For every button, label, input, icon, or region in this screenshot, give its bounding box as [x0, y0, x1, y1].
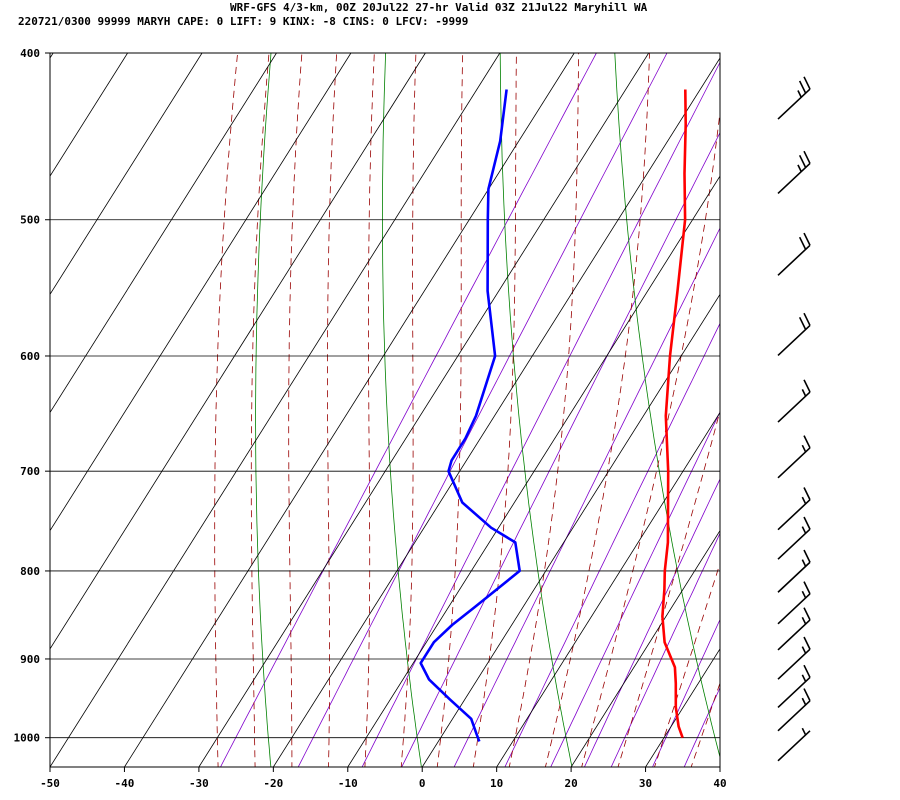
isotherm	[50, 53, 128, 177]
wind-barb	[777, 232, 811, 276]
y-tick-label: 500	[20, 214, 40, 227]
isotherm	[50, 53, 426, 650]
y-tick-label: 700	[20, 465, 40, 478]
wind-barb	[777, 549, 811, 593]
isotherm	[496, 411, 720, 767]
wind-barbs	[777, 76, 811, 762]
wind-barb	[777, 664, 811, 709]
wind-barb	[777, 727, 811, 762]
isotherm	[347, 175, 720, 767]
x-tick-label: 0	[419, 777, 426, 790]
mixing-ratio-line	[297, 53, 668, 767]
isotherm	[198, 53, 650, 767]
wind-barb	[777, 76, 811, 120]
y-tick-label: 900	[20, 653, 40, 666]
mixing-ratio-line	[453, 227, 720, 767]
profiles	[419, 89, 687, 742]
x-tick-label: 30	[639, 777, 652, 790]
x-tick-label: 40	[713, 777, 726, 790]
mixing-ratio-line	[550, 411, 720, 767]
x-tick-label: -50	[40, 777, 60, 790]
moist-adiabat	[508, 53, 580, 767]
x-tick-label: -20	[263, 777, 283, 790]
wind-barb	[777, 607, 811, 651]
dewpoint-profile	[419, 89, 521, 742]
isotherms	[50, 53, 720, 767]
moist-adiabat	[581, 108, 720, 767]
x-tick-label: -10	[338, 777, 358, 790]
x-tick-label: 20	[564, 777, 577, 790]
dry-adiabat	[842, 34, 900, 781]
isotherm	[272, 57, 720, 767]
isotherm	[570, 529, 720, 767]
moist-adiabat	[654, 562, 720, 767]
mixing-ratio-line	[583, 478, 720, 767]
y-tick-label: 600	[20, 350, 40, 363]
isotherm	[50, 53, 277, 414]
chart-title: WRF-GFS 4/3-km, 00Z 20Jul22 27-hr Valid …	[230, 1, 648, 14]
moist-adiabat	[617, 409, 720, 767]
isotherm	[50, 53, 352, 532]
dry-adiabat	[255, 53, 272, 767]
mixing-ratio-line	[652, 618, 720, 767]
isotherm	[50, 53, 203, 296]
isotherm	[719, 766, 720, 767]
mixing-ratio-line	[610, 532, 720, 767]
moist-adiabat	[214, 53, 239, 767]
dry-adiabat	[728, 34, 878, 781]
y-tick-label: 800	[20, 565, 40, 578]
chart-subtitle: 220721/0300 99999 MARYH CAPE: 0 LIFT: 9 …	[18, 15, 468, 28]
isotherm	[421, 293, 720, 767]
moist-adiabat	[400, 53, 417, 767]
moist-adiabat	[472, 53, 517, 767]
wind-barb	[777, 581, 811, 625]
y-tick-label: 1000	[14, 732, 41, 745]
mixing-ratio-line	[361, 61, 720, 767]
dry-adiabat	[614, 53, 720, 759]
wind-barb	[777, 636, 811, 680]
moist-adiabat	[288, 53, 303, 767]
x-tick-label: -40	[115, 777, 135, 790]
y-tick-label: 400	[20, 47, 40, 60]
moist-adiabat	[327, 53, 338, 767]
isotherm	[50, 53, 501, 767]
grid	[50, 52, 720, 767]
wind-barb	[777, 435, 811, 479]
y-axis: 400 500 600 700 800 900 1000	[14, 47, 50, 745]
mixing-ratio-line	[504, 322, 720, 767]
plot-frame	[49, 52, 721, 768]
moist-adiabat	[723, 34, 900, 781]
moist-adiabat	[690, 681, 720, 767]
dry-adiabat	[381, 53, 422, 767]
wind-barb	[777, 487, 811, 531]
dry-adiabat	[499, 53, 573, 767]
wind-barb	[777, 688, 811, 732]
background-lines	[214, 34, 900, 781]
moist-adiabat	[436, 53, 464, 767]
moist-adiabat	[364, 53, 375, 767]
moist-adiabat	[544, 53, 650, 767]
x-tick-label: 10	[490, 777, 503, 790]
wind-barb	[777, 379, 811, 423]
mixing-ratio-line	[683, 686, 720, 767]
mixing-ratio-line	[401, 131, 720, 767]
wind-barb	[777, 150, 811, 194]
wind-barb	[777, 516, 811, 560]
wind-barb	[777, 312, 811, 357]
isotherm	[124, 53, 575, 767]
mixing-ratio-line	[715, 34, 900, 781]
x-axis: -50 -40 -30 -20 -10 0 10 20 30 40	[40, 767, 727, 790]
x-tick-label: -30	[189, 777, 209, 790]
mixing-ratio-line	[220, 53, 597, 767]
temperature-profile	[661, 89, 687, 739]
